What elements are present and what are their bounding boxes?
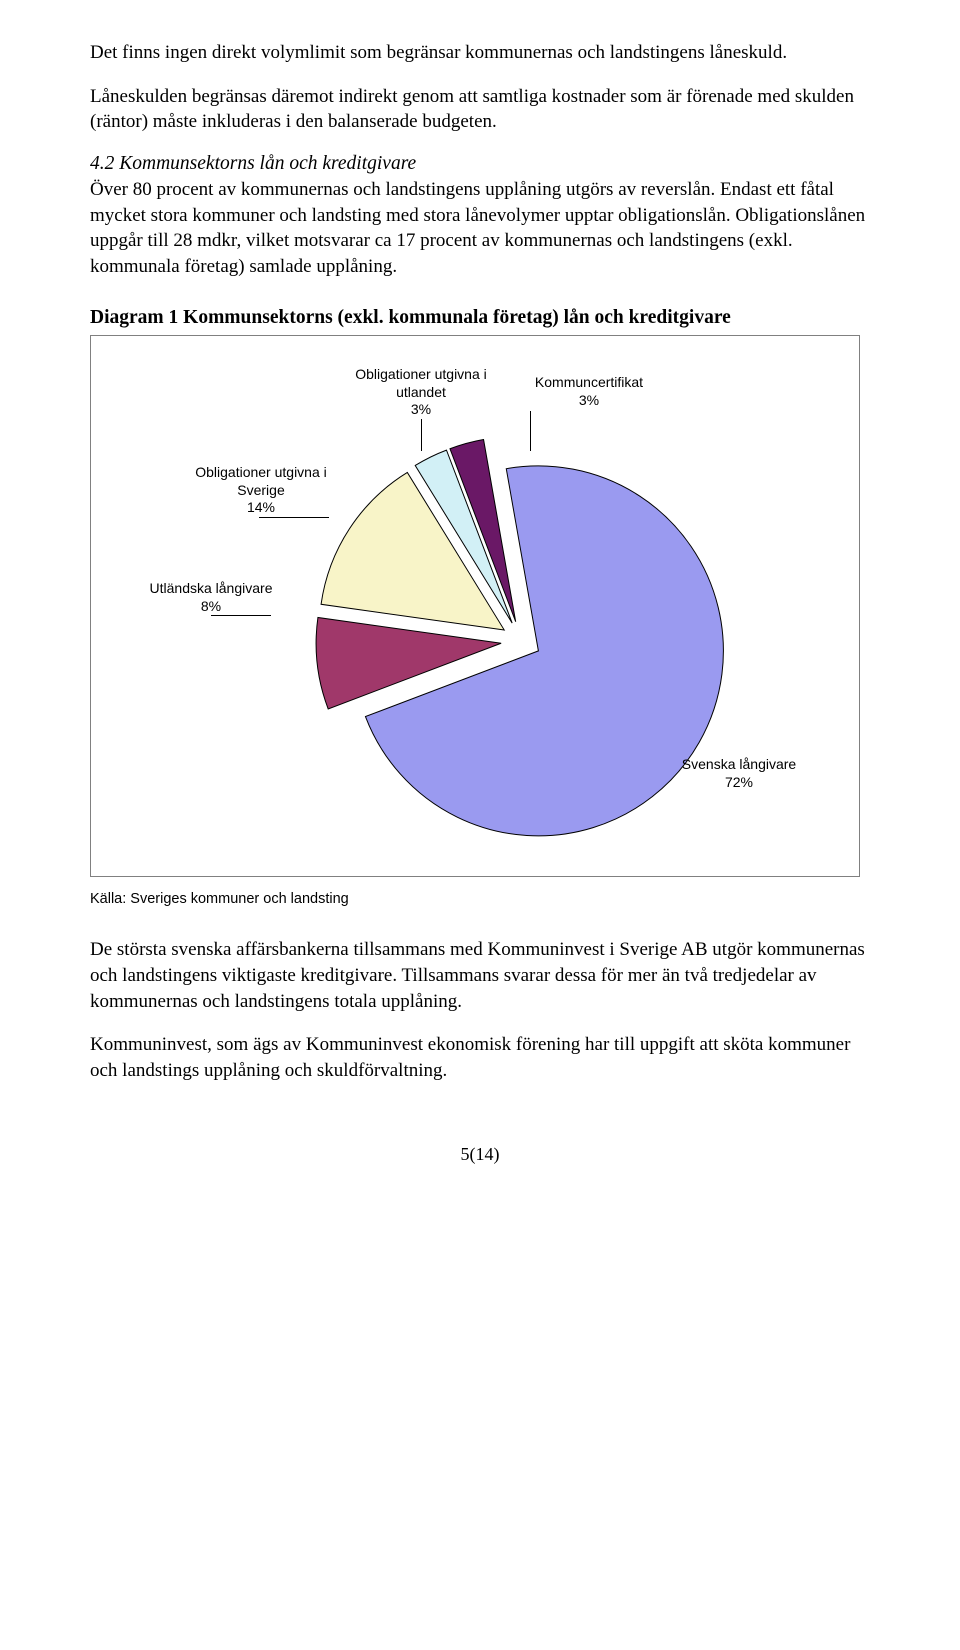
- section-heading: 4.2 Kommunsektorns lån och kreditgivare: [90, 153, 870, 175]
- pie-slice-label: Obligationer utgivna iSverige14%: [171, 464, 351, 517]
- paragraph-5: Kommuninvest, som ägs av Kommuninvest ek…: [90, 1032, 870, 1083]
- leader-line: [530, 411, 531, 451]
- pie-slice-label: Kommuncertifikat3%: [509, 374, 669, 409]
- document-page: Det finns ingen direkt volymlimit som be…: [0, 0, 960, 1213]
- paragraph-1: Det finns ingen direkt volymlimit som be…: [90, 40, 870, 66]
- diagram-title: Diagram 1 Kommunsektorns (exkl. kommunal…: [90, 307, 870, 329]
- page-number: 5(14): [90, 1144, 870, 1165]
- pie-chart-container: Svenska långivare72% Utländska långivare8…: [90, 335, 860, 877]
- paragraph-2: Låneskulden begränsas däremot indirekt g…: [90, 84, 870, 135]
- paragraph-3: Över 80 procent av kommunernas och lands…: [90, 177, 870, 280]
- pie-slice-label: Svenska långivare72%: [659, 756, 819, 791]
- paragraph-4: De största svenska affärsbankerna tillsa…: [90, 937, 870, 1014]
- pie-slice-label: Utländska långivare8%: [131, 580, 291, 615]
- source-label: Källa: Sveriges kommuner och landsting: [90, 891, 870, 907]
- leader-line: [211, 615, 271, 616]
- pie-slice-label: Obligationer utgivna iutlandet3%: [331, 366, 511, 419]
- leader-line: [259, 517, 329, 518]
- leader-line: [421, 419, 422, 451]
